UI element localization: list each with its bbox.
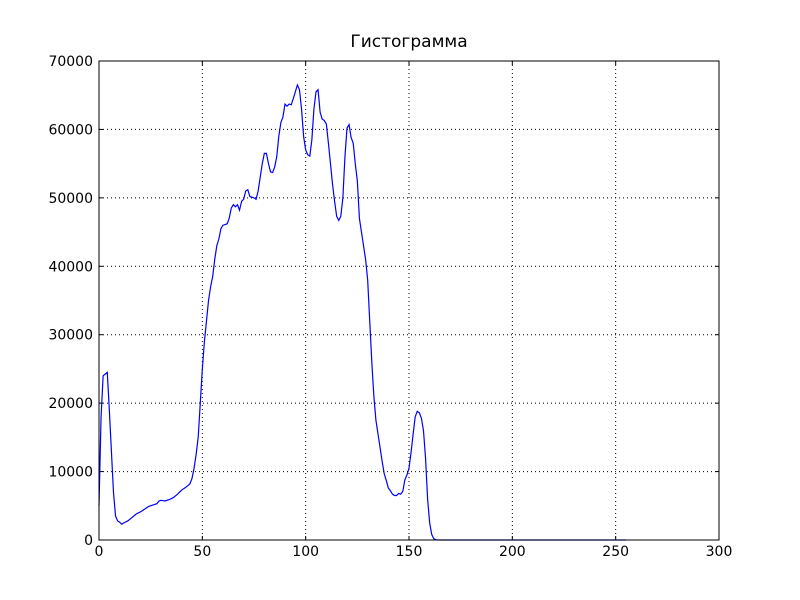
x-tick-label: 300: [706, 544, 733, 560]
y-tick-label: 70000: [48, 54, 93, 70]
y-tick-label: 50000: [48, 191, 93, 207]
x-tick-label: 50: [193, 544, 211, 560]
x-tick-label: 250: [602, 544, 629, 560]
x-tick-label: 100: [292, 544, 319, 560]
y-tick-label: 30000: [48, 328, 93, 344]
x-tick-label: 200: [499, 544, 526, 560]
chart-title: Гистограмма: [350, 32, 467, 52]
y-tick-label: 10000: [48, 465, 93, 481]
y-tick-label: 20000: [48, 396, 93, 412]
data-line: [98, 83, 626, 541]
plot-frame: [98, 60, 720, 541]
x-tick-label: 150: [396, 544, 423, 560]
y-tick-label: 40000: [48, 259, 93, 275]
x-tick-label: 0: [95, 544, 104, 560]
y-tick-label: 0: [84, 533, 93, 549]
y-tick-label: 60000: [48, 122, 93, 138]
